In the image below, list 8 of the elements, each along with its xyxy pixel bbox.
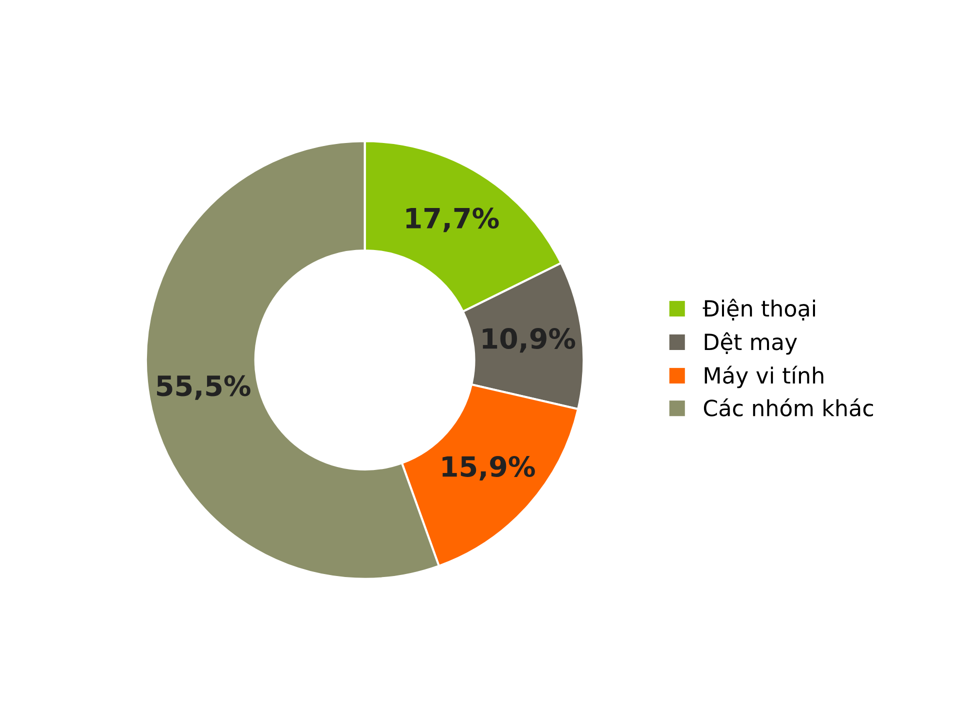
legend-label: Máy vi tính	[704, 366, 824, 388]
data-label: 17,7%	[406, 208, 499, 232]
legend-label: Dệt may	[704, 332, 797, 355]
data-label: 10,9%	[482, 328, 576, 353]
legend-label: Điện thoại	[702, 298, 815, 321]
data-label: 55,5%	[157, 375, 250, 400]
data-label: 15,9%	[442, 456, 535, 481]
legend-label: Các nhóm khác	[704, 398, 873, 416]
